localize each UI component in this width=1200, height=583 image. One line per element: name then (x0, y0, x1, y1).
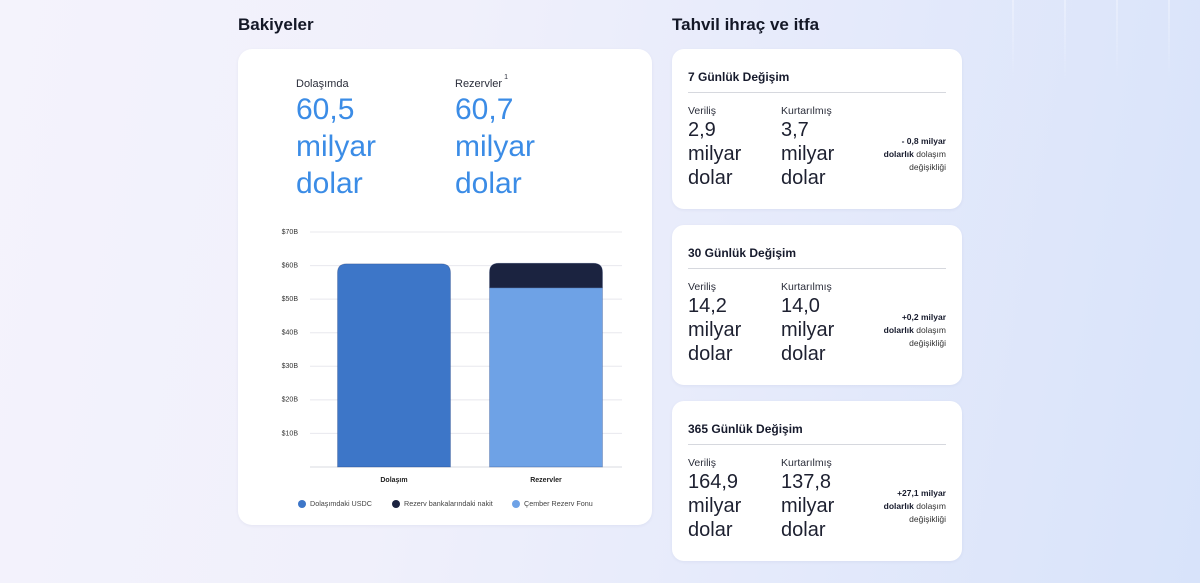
redeemed-value: 3,7 milyar dolar (781, 119, 835, 189)
issued-stat: Veriliş 14,2 milyar dolar (688, 280, 741, 366)
reserves-footnote-marker: 1 (504, 74, 508, 81)
reserves-label: Rezervler (455, 78, 503, 90)
change-amount: +0,2 milyar dolarlık (883, 311, 946, 335)
legend-swatch (298, 500, 306, 508)
redeemed-value: 14,0 milyar dolar (781, 295, 835, 365)
card-title: 365 Günlük Değişim (688, 422, 803, 436)
y-tick-label: $10B (282, 430, 299, 437)
issued-value: 2,9 milyar dolar (688, 119, 742, 189)
change-label: dolaşım değişikliği (909, 500, 946, 524)
bar-segment-c1-s2 (489, 287, 603, 468)
issued-stat: Veriliş 164,9 milyar dolar (688, 456, 741, 542)
redeemed-label: Kurtarılmış (781, 457, 832, 469)
change-label: dolaşım değişikliği (909, 148, 946, 172)
y-tick-label: $50B (282, 296, 299, 303)
legend-label: Dolaşımdaki USDC (310, 499, 372, 508)
reserves-value: 60,7 milyar dolar (455, 93, 535, 200)
redeemed-stat: Kurtarılmış 137,8 milyar dolar (781, 456, 834, 542)
divider (688, 268, 946, 269)
bar-segment-c1-s1 (489, 262, 603, 289)
y-tick-label: $30B (282, 363, 299, 370)
issued-label: Veriliş (688, 281, 717, 293)
y-tick-label: $20B (282, 397, 299, 404)
balances-heading: Bakiyeler (238, 15, 314, 34)
circulation-change: +0,2 milyar dolarlık dolaşım değişikliği (880, 311, 946, 350)
issued-label: Veriliş (688, 105, 717, 117)
divider (688, 92, 946, 93)
circulation-value: 60,5 milyar dolar (296, 93, 376, 200)
reserves-stat: Rezervler1 60,7 milyar dolar (455, 74, 535, 202)
redeemed-label: Kurtarılmış (781, 105, 832, 117)
change-amount: - 0,8 milyar dolarlık (883, 135, 946, 159)
change-card-365-day: 365 Günlük Değişim Veriliş 164,9 milyar … (672, 401, 962, 561)
legend-item-usdc: Dolaşımdaki USDC (298, 499, 372, 509)
redeemed-stat: Kurtarılmış 3,7 milyar dolar (781, 104, 834, 190)
card-title: 30 Günlük Değişim (688, 246, 797, 260)
redeemed-stat: Kurtarılmış 14,0 milyar dolar (781, 280, 834, 366)
change-card-7-day: 7 Günlük Değişim Veriliş 2,9 milyar dola… (672, 49, 962, 209)
background-decoration (990, 0, 1200, 80)
legend-item-reserve-fund: Çember Rezerv Fonu (512, 499, 593, 509)
y-tick-label: $70B (282, 229, 299, 236)
legend-label: Çember Rezerv Fonu (524, 499, 593, 508)
change-amount: +27,1 milyar dolarlık (883, 487, 946, 511)
redeemed-label: Kurtarılmış (781, 281, 832, 293)
circulation-change: +27,1 milyar dolarlık dolaşım değişikliğ… (880, 487, 946, 526)
x-tick-label: Dolaşım (380, 477, 407, 484)
balances-card: Dolaşımda 60,5 milyar dolar Rezervler1 6… (238, 49, 652, 525)
legend-item-cash: Rezerv bankalarındaki nakit (392, 499, 493, 509)
change-label: dolaşım değişikliği (909, 324, 946, 348)
issued-value: 164,9 milyar dolar (688, 471, 742, 541)
issued-stat: Veriliş 2,9 milyar dolar (688, 104, 741, 190)
balances-chart: $10B $20B $30B $40B $50B $60B $70B Dolaşım Rezer… (282, 229, 622, 484)
x-tick-label: Rezervler (530, 477, 562, 484)
circulation-change: - 0,8 milyar dolarlık dolaşım değişikliğ… (880, 135, 946, 174)
card-title: 7 Günlük Değişim (688, 70, 790, 84)
legend-swatch (392, 500, 400, 508)
circulation-label: Dolaşımda (296, 78, 349, 90)
issued-value: 14,2 milyar dolar (688, 295, 742, 365)
issued-label: Veriliş (688, 457, 717, 469)
change-card-30-day: 30 Günlük Değişim Veriliş 14,2 milyar do… (672, 225, 962, 385)
y-tick-label: $40B (282, 330, 299, 337)
y-tick-label: $60B (282, 262, 299, 269)
divider (688, 444, 946, 445)
legend-label: Rezerv bankalarındaki nakit (404, 499, 493, 508)
redeemed-value: 137,8 milyar dolar (781, 471, 835, 541)
circulation-stat: Dolaşımda 60,5 milyar dolar (296, 77, 376, 202)
bar-segment-c0-s0 (337, 263, 451, 468)
legend-swatch (512, 500, 520, 508)
reserves-label-row: Rezervler1 (455, 74, 535, 91)
issuance-heading: Tahvil ihraç ve itfa (672, 15, 820, 34)
